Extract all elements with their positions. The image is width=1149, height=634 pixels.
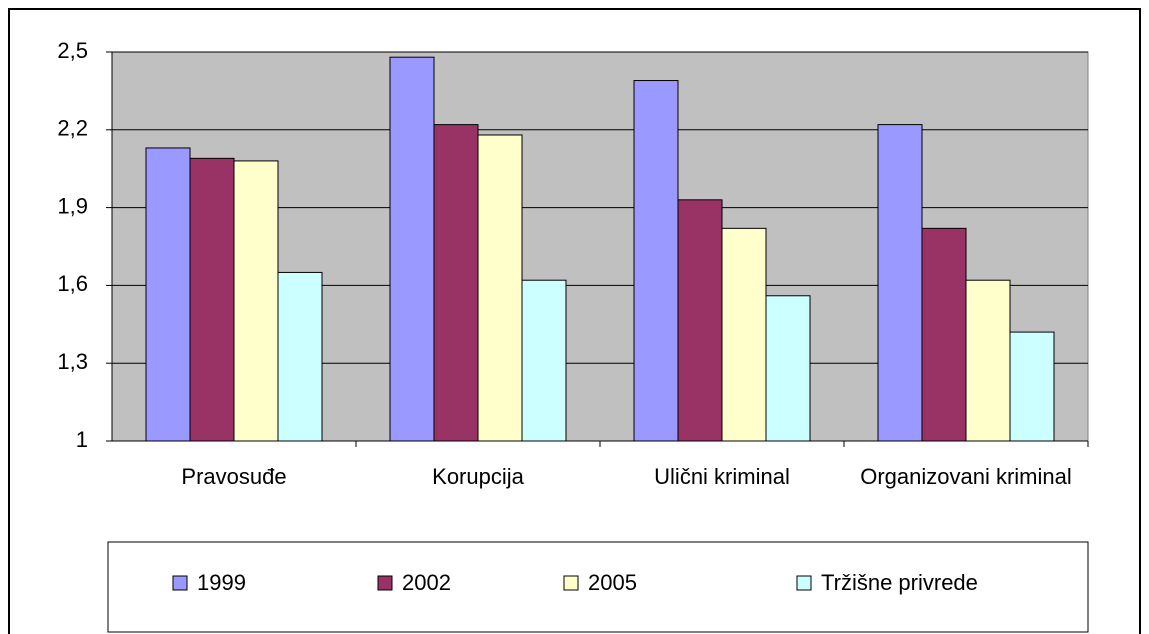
legend-box	[107, 541, 1089, 633]
bar	[145, 147, 191, 442]
legend-label: 2002	[402, 570, 451, 595]
bar	[1009, 331, 1055, 442]
bar	[721, 227, 767, 442]
y-tick-label: 2,2	[57, 116, 88, 141]
legend-swatch	[172, 575, 188, 591]
legend-label: 2005	[588, 570, 637, 595]
bar	[477, 134, 523, 442]
legend-swatch	[563, 575, 579, 591]
bar	[389, 56, 435, 442]
chart-frame	[8, 8, 1141, 634]
y-tick-label: 1,9	[57, 193, 88, 218]
bar	[233, 160, 279, 442]
bar	[877, 124, 923, 442]
bar	[633, 80, 679, 442]
bar	[965, 279, 1011, 442]
legend-swatch	[796, 575, 812, 591]
y-tick-label: 1,3	[57, 349, 88, 374]
bar	[433, 124, 479, 442]
x-tick-label: Korupcija	[432, 464, 524, 489]
x-tick-label: Pravosuđe	[181, 464, 287, 489]
bar	[677, 199, 723, 442]
legend-swatch	[377, 575, 393, 591]
bar	[765, 295, 811, 442]
bar	[189, 157, 235, 442]
x-tick-label: Organizovani kriminal	[860, 464, 1072, 489]
bar	[921, 227, 967, 442]
y-tick-label: 1	[76, 427, 88, 452]
bar	[521, 279, 567, 442]
legend-label: 1999	[197, 570, 246, 595]
y-tick-label: 1,6	[57, 271, 88, 296]
bar	[277, 271, 323, 442]
x-tick-label: Ulični kriminal	[654, 464, 790, 489]
y-tick-label: 2,5	[57, 38, 88, 63]
legend-label: Tržišne privrede	[821, 570, 978, 595]
